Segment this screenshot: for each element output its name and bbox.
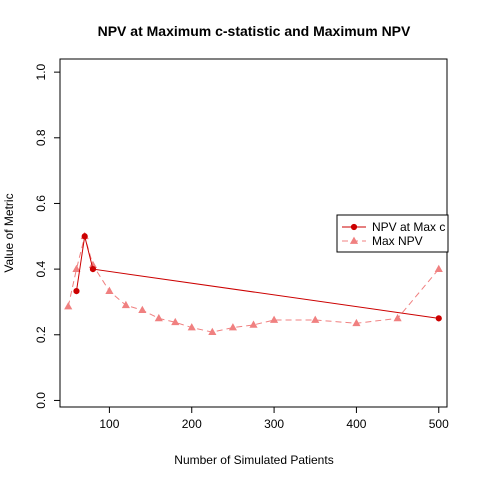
y-tick-label: 0.2 (34, 326, 48, 343)
legend-marker (350, 223, 358, 231)
y-tick-label: 1.0 (34, 63, 48, 80)
legend-item: Max NPV (342, 234, 423, 248)
y-tick-label: 0.4 (34, 260, 48, 277)
x-axis-label: Number of Simulated Patients (174, 453, 333, 467)
data-point (228, 323, 237, 331)
y-axis-label: Value of Metric (2, 193, 16, 272)
series-layer (64, 231, 443, 336)
x-tick-label: 500 (429, 417, 449, 431)
legend-item: NPV at Max c (342, 220, 445, 234)
data-point (73, 288, 80, 295)
data-point (105, 286, 114, 294)
data-point (81, 233, 88, 240)
data-point (435, 315, 442, 322)
y-axis: 0.0 0.2 0.4 0.6 0.8 1.0 (34, 63, 60, 409)
data-point (311, 315, 320, 323)
chart-title: NPV at Maximum c-statistic and Maximum N… (98, 23, 411, 39)
legend-marker (349, 236, 359, 244)
data-point (121, 300, 130, 309)
data-point (270, 315, 279, 323)
data-point (352, 318, 361, 327)
legend-label: NPV at Max c (372, 220, 445, 234)
data-point (89, 266, 97, 273)
data-point (154, 313, 163, 322)
legend-label: Max NPV (372, 234, 423, 248)
x-tick-label: 100 (99, 417, 119, 431)
x-tick-label: 200 (182, 417, 202, 431)
data-point (187, 323, 196, 331)
series-npv-at-max-c (73, 233, 442, 322)
data-point (138, 305, 147, 314)
data-point (393, 313, 402, 322)
series-line (75, 236, 439, 319)
data-point (64, 302, 73, 310)
y-tick-label: 0.8 (34, 129, 48, 146)
y-tick-label: 0.0 (34, 392, 48, 409)
data-point (171, 317, 180, 326)
data-point (208, 327, 217, 336)
data-point (434, 264, 443, 272)
x-axis: 100 200 300 400 500 (99, 407, 449, 431)
data-point (249, 320, 258, 328)
x-tick-label: 400 (346, 417, 366, 431)
y-tick-label: 0.6 (34, 195, 48, 212)
x-tick-label: 300 (264, 417, 284, 431)
data-point (72, 264, 81, 272)
legend-box (336, 214, 449, 253)
series-line (67, 234, 440, 333)
